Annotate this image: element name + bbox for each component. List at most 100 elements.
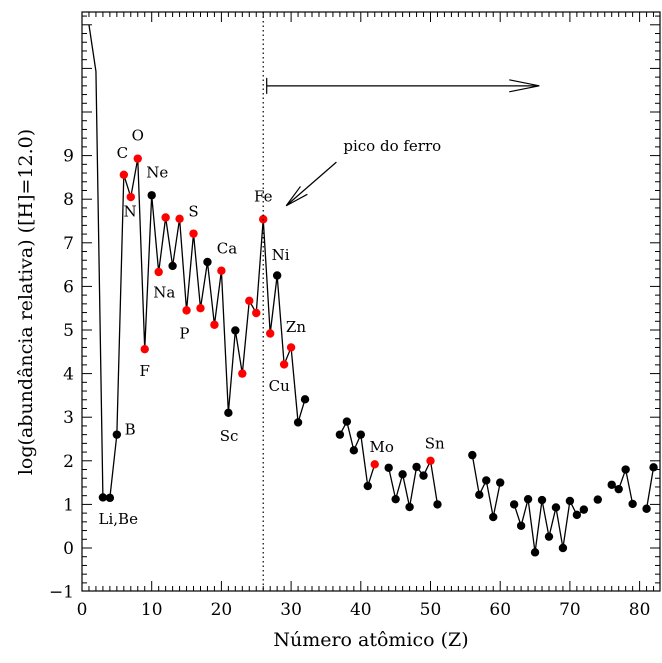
- y-tick-label: 9: [63, 147, 74, 167]
- data-point: [98, 493, 108, 502]
- data-point: [558, 543, 568, 553]
- x-tick-label: 40: [350, 600, 372, 620]
- element-label: Ne: [146, 163, 168, 181]
- data-point: [551, 503, 561, 512]
- data-point: [426, 456, 435, 465]
- x-tick-label: 20: [211, 600, 233, 620]
- series-line: [471, 455, 501, 518]
- data-point: [182, 306, 191, 315]
- data-point: [252, 308, 261, 318]
- data-point: [482, 476, 491, 485]
- y-tick-label: 0: [63, 539, 74, 559]
- element-label: Ca: [217, 240, 237, 258]
- data-point: [105, 493, 115, 503]
- data-point: [161, 213, 170, 222]
- y-tick-label: −1: [49, 583, 74, 603]
- element-label: C: [117, 144, 128, 162]
- data-point: [245, 296, 254, 305]
- x-tick-label: 10: [141, 600, 163, 620]
- element-label: Cu: [269, 377, 290, 395]
- data-point: [133, 154, 142, 163]
- data-point: [356, 430, 365, 439]
- element-label: B: [125, 421, 136, 439]
- x-tick-label: 70: [559, 600, 581, 620]
- range-arrow-head: [509, 79, 540, 93]
- data-point: [412, 462, 421, 472]
- data-point: [147, 191, 156, 200]
- plot-content: [88, 12, 658, 591]
- data-point: [565, 496, 575, 506]
- x-axis-label: Número atômico (Z): [273, 629, 468, 651]
- data-point: [342, 417, 352, 426]
- data-point: [335, 430, 345, 439]
- y-axis-label: log(abundância relativa) ([H]=12.0): [15, 129, 37, 475]
- element-label: Sc: [220, 427, 239, 445]
- element-label: Zn: [286, 318, 306, 336]
- data-point: [203, 257, 212, 267]
- data-point: [530, 548, 540, 557]
- element-label: Ni: [272, 246, 290, 264]
- y-tick-label: 2: [63, 452, 74, 472]
- data-point: [265, 329, 275, 338]
- data-point: [496, 478, 505, 487]
- plot-frame: [81, 11, 661, 592]
- data-point: [537, 495, 547, 505]
- data-point: [579, 505, 589, 514]
- element-label: Li,Be: [99, 510, 139, 528]
- data-point: [119, 170, 129, 179]
- element-label: F: [140, 362, 150, 380]
- element-label: Mo: [370, 438, 394, 456]
- element-label: N: [124, 203, 137, 221]
- data-point: [238, 369, 247, 378]
- data-point: [126, 192, 135, 202]
- data-point: [168, 261, 177, 271]
- data-point: [523, 494, 533, 504]
- data-point: [349, 446, 359, 455]
- data-point: [468, 450, 477, 460]
- x-tick-label: 60: [489, 600, 511, 620]
- y-tick-label: 7: [63, 234, 74, 254]
- element-label: Sn: [425, 435, 445, 453]
- data-point: [433, 500, 442, 509]
- data-point: [112, 430, 122, 439]
- y-tick-label: 3: [63, 408, 74, 428]
- element-label: S: [188, 203, 198, 221]
- data-point: [231, 326, 240, 335]
- data-point: [628, 499, 637, 509]
- data-point: [224, 408, 233, 418]
- data-point: [593, 495, 602, 504]
- data-point: [489, 512, 498, 522]
- data-point: [196, 304, 205, 313]
- data-point: [300, 395, 310, 404]
- data-point: [279, 360, 289, 369]
- x-tick-label: 80: [629, 600, 651, 620]
- data-point: [475, 490, 484, 500]
- annotation-arrow-line: [285, 161, 337, 207]
- element-label: Fe: [254, 187, 273, 205]
- data-point: [189, 229, 198, 238]
- y-tick-label: 8: [63, 190, 74, 210]
- data-point: [621, 465, 630, 474]
- y-tick-label: 6: [63, 277, 74, 297]
- annotation-arrow-head: [285, 186, 308, 207]
- data-point: [370, 460, 379, 469]
- data-point: [419, 471, 428, 480]
- data-point: [210, 320, 219, 329]
- data-point: [217, 266, 226, 275]
- data-point: [391, 494, 400, 504]
- x-tick-label: 0: [77, 600, 88, 620]
- data-point: [140, 344, 149, 354]
- data-point: [272, 271, 282, 280]
- data-point: [293, 418, 303, 427]
- series-line: [645, 467, 655, 509]
- data-point: [363, 481, 372, 491]
- element-labels: pico do ferro Li,Be B CO N Ne Na S Ca F P Fe Ni Zn Cu S…: [99, 126, 445, 528]
- data-point: [175, 214, 184, 224]
- data-point: [398, 470, 407, 479]
- data-point: [384, 463, 393, 472]
- data-point: [614, 484, 623, 494]
- element-label: P: [179, 325, 189, 343]
- data-point: [544, 532, 554, 541]
